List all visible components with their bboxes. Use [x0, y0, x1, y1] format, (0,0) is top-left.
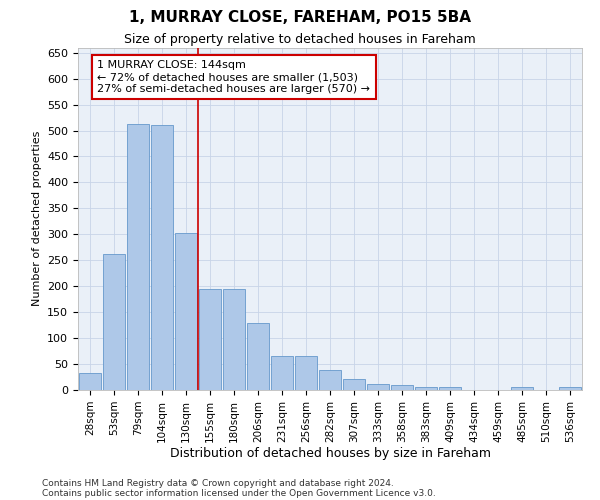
Bar [103, 254, 125, 390]
Bar [511, 388, 533, 390]
Bar [247, 322, 269, 390]
X-axis label: Distribution of detached houses by size in Fareham: Distribution of detached houses by size … [170, 448, 491, 460]
Text: Contains HM Land Registry data © Crown copyright and database right 2024.: Contains HM Land Registry data © Crown c… [42, 478, 394, 488]
Bar [439, 388, 461, 390]
Bar [199, 289, 221, 390]
Bar [319, 370, 341, 390]
Bar [391, 385, 413, 390]
Bar [415, 388, 437, 390]
Bar [295, 356, 317, 390]
Text: Contains public sector information licensed under the Open Government Licence v3: Contains public sector information licen… [42, 488, 436, 498]
Bar [367, 384, 389, 390]
Text: 1 MURRAY CLOSE: 144sqm
← 72% of detached houses are smaller (1,503)
27% of semi-: 1 MURRAY CLOSE: 144sqm ← 72% of detached… [97, 60, 370, 94]
Text: 1, MURRAY CLOSE, FAREHAM, PO15 5BA: 1, MURRAY CLOSE, FAREHAM, PO15 5BA [129, 10, 471, 25]
Bar [175, 234, 197, 390]
Text: Size of property relative to detached houses in Fareham: Size of property relative to detached ho… [124, 32, 476, 46]
Y-axis label: Number of detached properties: Number of detached properties [32, 131, 41, 306]
Bar [559, 388, 581, 390]
Bar [271, 356, 293, 390]
Bar [223, 289, 245, 390]
Bar [343, 378, 365, 390]
Bar [79, 374, 101, 390]
Bar [151, 126, 173, 390]
Bar [127, 124, 149, 390]
